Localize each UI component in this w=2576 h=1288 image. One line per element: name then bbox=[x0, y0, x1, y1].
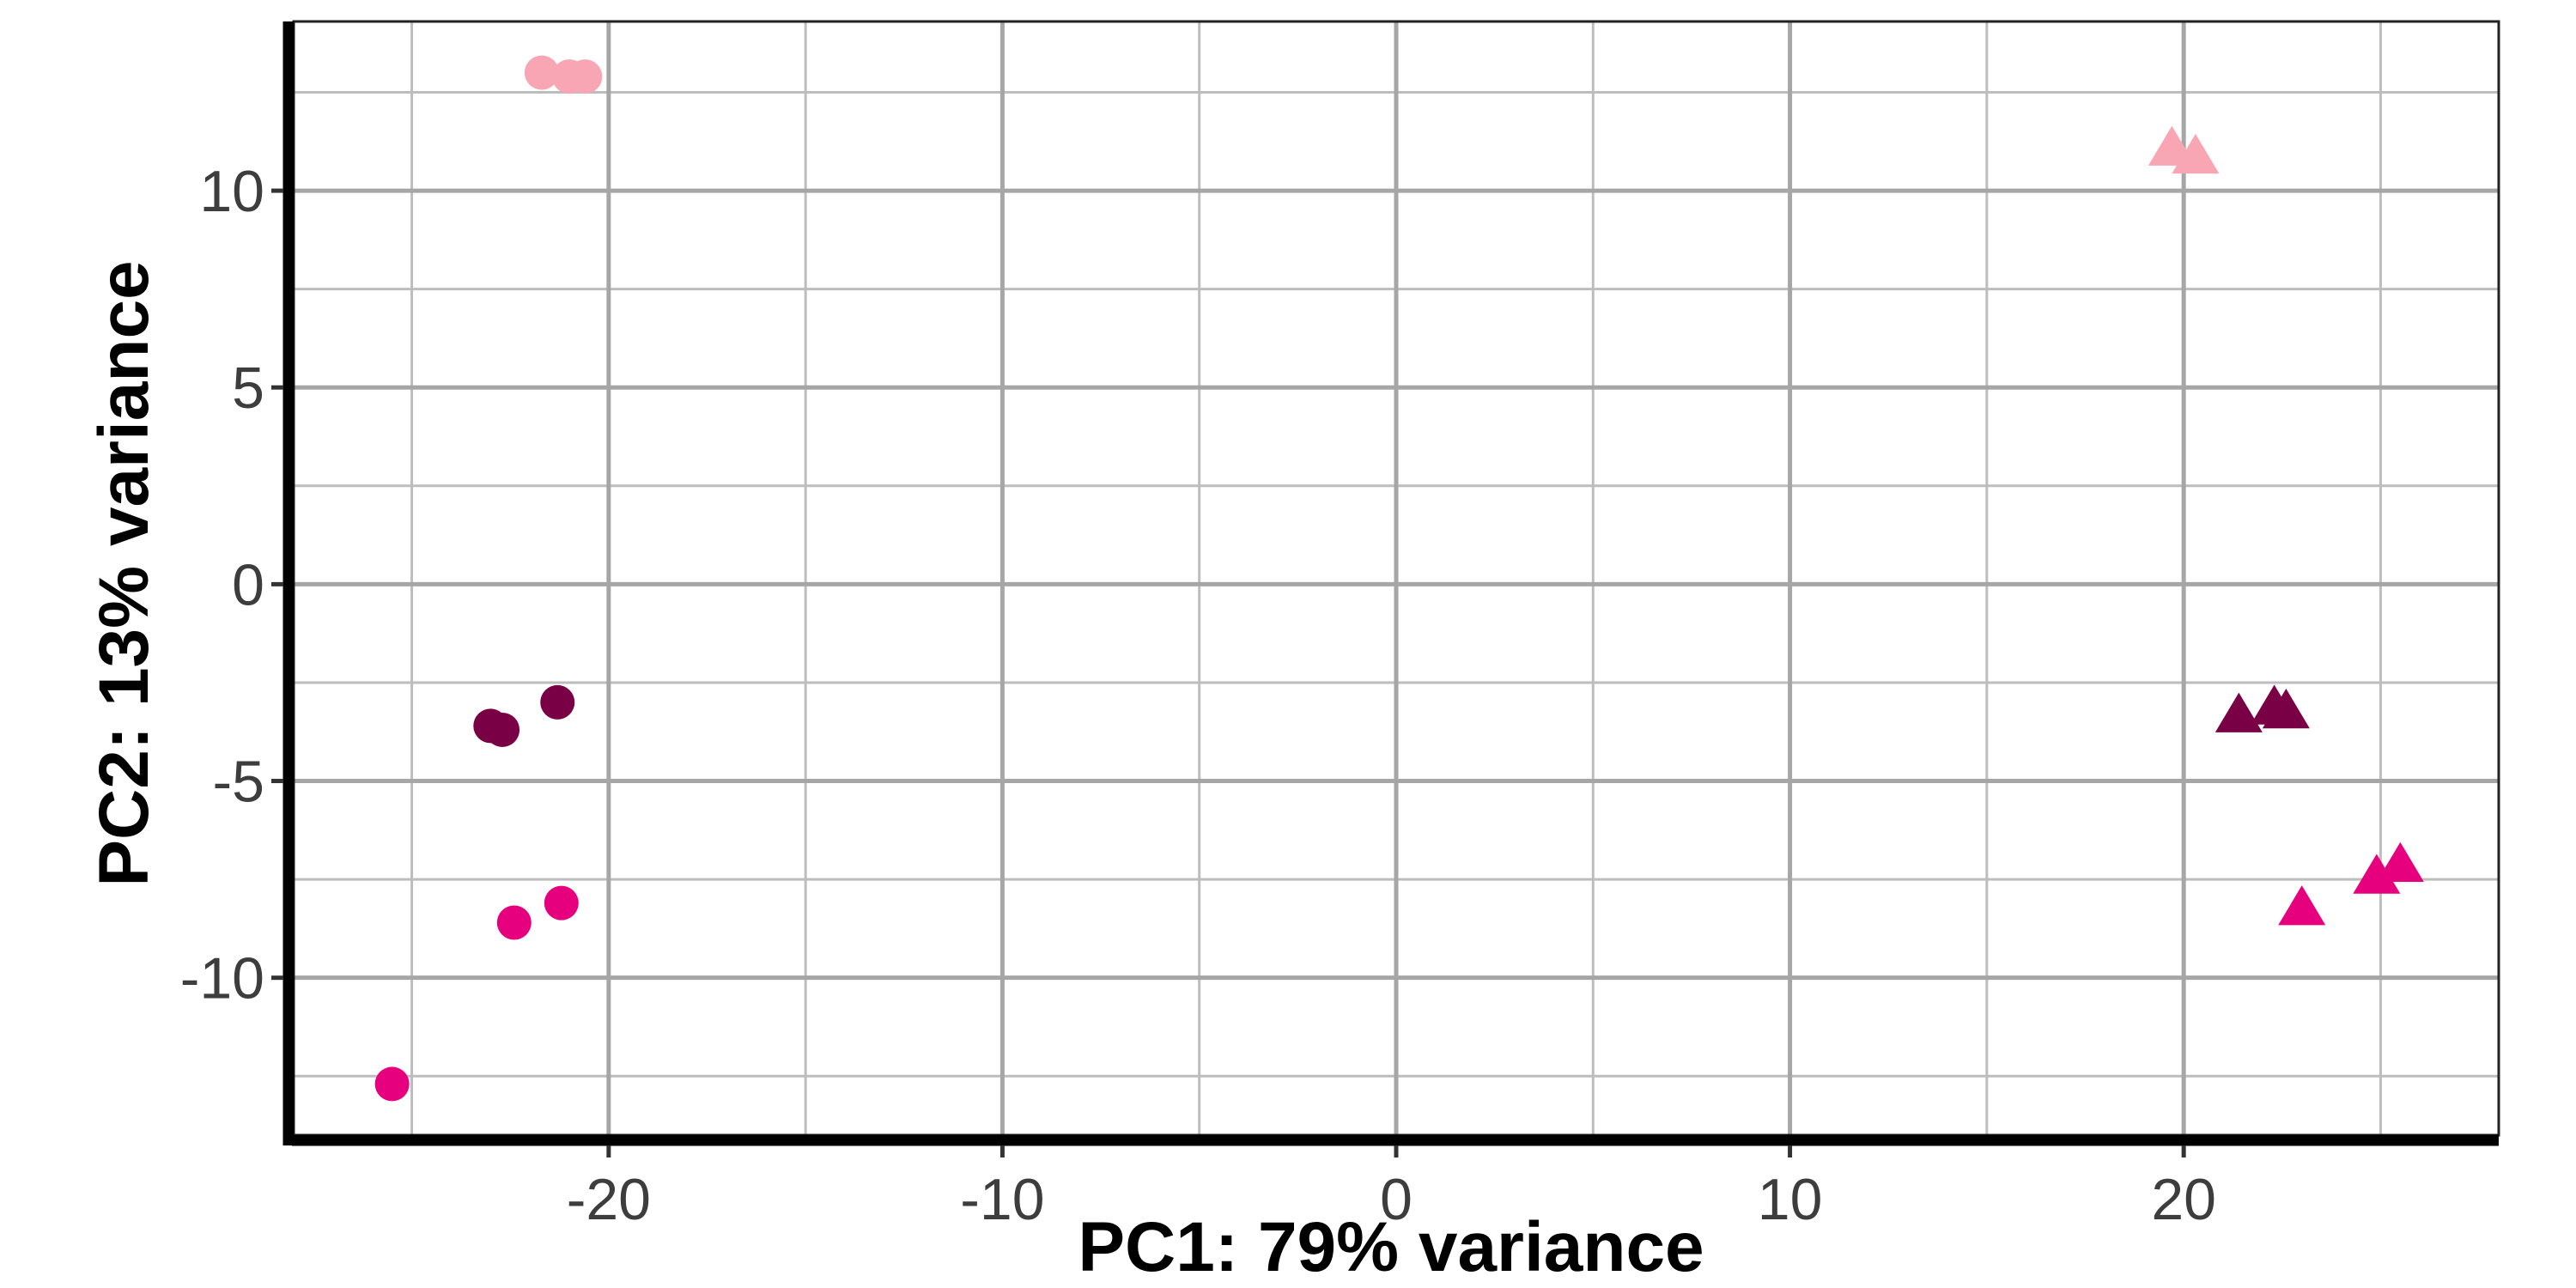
data-point-triangle bbox=[2278, 885, 2326, 926]
x-tick-label: 10 bbox=[1758, 1167, 1823, 1232]
data-point-circle bbox=[568, 59, 603, 94]
x-tick-label: 0 bbox=[1380, 1167, 1413, 1232]
x-tick-label: 20 bbox=[2151, 1167, 2216, 1232]
y-tick-label: 0 bbox=[232, 552, 264, 617]
data-point-triangle bbox=[2376, 841, 2424, 883]
data-point-circle bbox=[544, 885, 579, 920]
data-point-triangle bbox=[2215, 692, 2263, 732]
data-point-triangle bbox=[2353, 854, 2401, 894]
x-tick-label: -20 bbox=[567, 1167, 651, 1232]
x-axis-title: PC1: 79% variance bbox=[1078, 1208, 1704, 1286]
data-point-circle bbox=[540, 684, 575, 720]
data-point-circle bbox=[485, 712, 520, 747]
y-axis-title: PC2: 13% variance bbox=[85, 260, 163, 886]
data-point-triangle bbox=[2172, 133, 2220, 174]
y-tick-label: -10 bbox=[180, 946, 264, 1012]
axes bbox=[283, 21, 2499, 1146]
y-tick-label: 10 bbox=[199, 159, 264, 224]
data-point-circle bbox=[374, 1066, 410, 1102]
y-tick-labels: -10 -5 0 5 10 bbox=[180, 159, 283, 1012]
x-tick-label: -10 bbox=[960, 1167, 1044, 1232]
y-tick-label: -5 bbox=[213, 750, 264, 815]
x-tick-labels: -20 -10 0 10 20 bbox=[567, 1145, 2216, 1232]
data-point-triangle bbox=[2262, 689, 2310, 729]
y-tick-label: 5 bbox=[232, 355, 264, 421]
data-point-circle bbox=[524, 55, 559, 90]
data-point-circle bbox=[496, 905, 532, 940]
data-points bbox=[374, 55, 2424, 1102]
gridlines bbox=[292, 20, 2500, 1137]
